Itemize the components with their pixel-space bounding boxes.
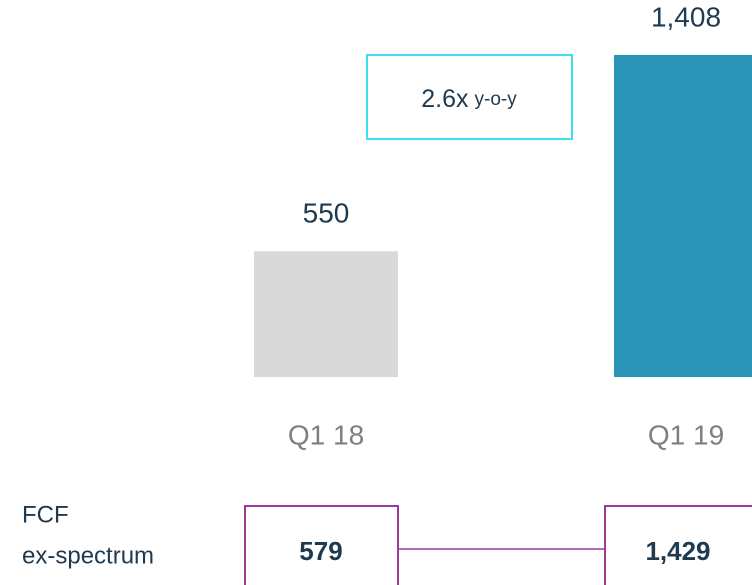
value-label: 550 [303,198,350,229]
fcf-box [244,505,399,585]
fcf-value: 1,429 [645,536,710,566]
x-tick-label: Q1 18 [288,419,364,450]
row-label: FCF [22,501,69,528]
value-label: 1,408 [651,1,721,32]
annotation: 2.6x y-o-y [421,85,517,113]
row-label: ex-spectrum [22,542,154,569]
fcf-box [604,505,752,585]
annotation-text: 2.6x [421,85,469,113]
annotation-box [366,54,573,140]
annotation-suffix: y-o-y [475,89,518,110]
bar [614,55,752,377]
x-tick-label: Q1 19 [648,419,724,450]
fcf-value: 579 [299,536,342,566]
bar [254,251,398,377]
